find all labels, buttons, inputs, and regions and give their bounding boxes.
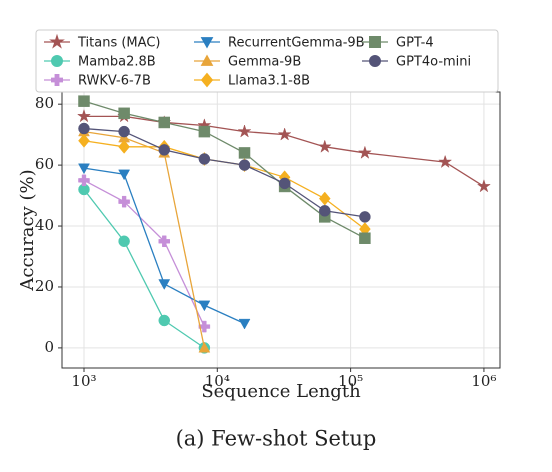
x-tick-label: 10⁴ [205,372,230,390]
legend-label: Gemma-9B [228,55,301,70]
data-point [476,179,491,193]
y-axis-label: Accuracy (%) [17,169,38,291]
legend-marker [200,37,214,49]
series-line [83,100,366,239]
data-point [118,139,130,154]
data-point [318,191,331,206]
data-point [198,320,211,333]
data-point [118,107,130,120]
data-point [238,318,251,330]
x-tick-label: 10⁶ [471,372,496,390]
data-point [198,300,211,312]
data-point [118,235,130,248]
legend-label: Titans (MAC) [77,36,160,51]
series-line [83,130,206,349]
data-point [118,195,130,208]
x-tick-label: 10³ [71,372,96,390]
data-point [158,279,171,290]
series-line [83,189,205,349]
data-point [198,125,211,138]
legend-marker [369,55,381,67]
data-point [237,124,252,138]
legend-marker [51,55,63,67]
data-point [359,211,371,223]
data-point [78,95,90,107]
legend-label: Mamba2.8B [78,55,156,70]
legend-label: RWKV-6-7B [78,74,151,89]
data-point [158,116,171,129]
data-point [277,127,292,141]
data-point [359,232,371,244]
x-axis-label: Sequence Length [201,381,361,402]
data-point [78,174,90,187]
legend-label: RecurrentGemma-9B [228,36,365,51]
legend-marker [200,72,214,88]
legend-label: GPT-4 [396,36,434,51]
x-tick-label: 10⁵ [338,372,363,390]
data-point [357,145,372,159]
data-point [118,125,130,138]
y-tick-label: 80 [35,94,54,112]
data-point [158,314,171,327]
data-point [76,108,92,123]
y-tick-label: 20 [35,277,54,295]
series-line [83,127,366,218]
legend-marker [200,54,214,66]
data-point [317,139,332,153]
series-line [83,115,485,187]
legend-label: GPT4o-mini [396,55,471,70]
data-point [438,154,453,169]
y-tick-label: 60 [35,155,54,173]
data-point [158,235,170,248]
legend-label: Llama3.1-8B [228,74,310,89]
y-tick-label: 0 [44,338,54,356]
legend-box [35,29,499,93]
data-point [78,133,90,148]
data-point [118,169,131,181]
legend-marker [51,74,63,86]
data-point [238,159,251,171]
data-point [278,177,291,190]
legend-marker [369,36,381,48]
data-point [319,205,331,217]
y-tick-label: 40 [35,216,54,234]
data-point [158,144,171,156]
data-point [198,341,211,353]
data-point [238,147,251,159]
caption: (a) Few-shot Setup [176,427,377,451]
series-line [83,179,205,327]
data-point [78,122,90,135]
data-point [198,153,211,165]
legend-marker [49,33,65,49]
data-point [78,163,90,175]
